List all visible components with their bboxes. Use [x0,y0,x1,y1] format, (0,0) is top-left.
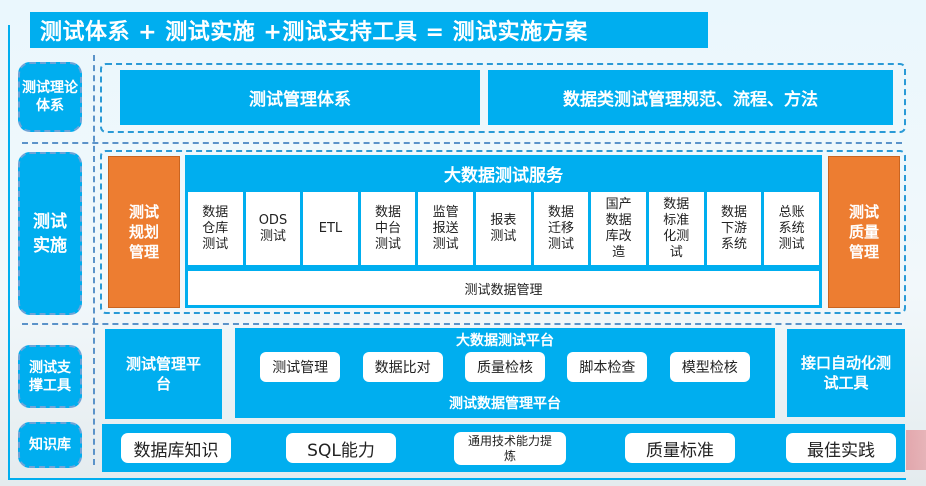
kb-sql: SQL能力 [286,433,396,463]
kb-general-tech: 通用技术能力提炼 [454,432,566,465]
knowledge-band: 数据库知识 SQL能力 通用技术能力提炼 质量标准 最佳实践 [102,424,905,472]
row-divider [22,323,902,325]
kb-database: 数据库知识 [121,433,231,463]
row-label-knowledge: 知识库 [18,422,82,468]
service-item: 国产数据库改造 [591,192,646,265]
tool-data-compare: 数据比对 [362,352,443,382]
row-label-tools: 测试支撑工具 [18,345,82,408]
data-test-standards: 数据类测试管理规范、流程、方法 [488,70,893,125]
test-management-system: 测试管理体系 [120,70,480,125]
service-item: ODS测试 [245,192,301,265]
service-item: 数据下游系统 [706,192,762,265]
service-title: 大数据测试服务 [444,166,563,186]
service-item: 数据迁移测试 [533,192,589,265]
test-quality-management: 测试质量管理 [828,156,900,308]
kb-best-practice: 最佳实践 [786,433,896,463]
service-item: 数据中台测试 [360,192,416,265]
row-label-theory: 测试理论体系 [18,62,82,132]
big-data-test-service: 大数据测试服务 数据仓库测试 ODS测试 ETL 数据中台测试 监管报送测试 报… [185,155,822,308]
outer-frame [8,25,906,480]
tool-model-check: 模型检核 [669,352,750,382]
page-title: 测试体系 + 测试实施 +测试支持工具 = 测试实施方案 [30,12,708,48]
tool-test-management: 测试管理 [260,352,341,382]
service-item: ETL [303,192,358,265]
service-item: 报表测试 [476,192,531,265]
kb-quality-standard: 质量标准 [625,433,735,463]
big-data-test-platform: 大数据测试平台 测试管理 数据比对 质量检核 脚本检查 模型检核 测试数据管理平… [235,328,775,418]
service-item: 数据仓库测试 [188,192,243,265]
service-item: 数据标准化测试 [648,192,704,265]
platform-footer: 测试数据管理平台 [449,396,561,412]
platform-title: 大数据测试平台 [456,333,554,349]
row-label-implementation: 测试实施 [18,152,82,315]
tool-script-check: 脚本检查 [567,352,648,382]
test-data-management: 测试数据管理 [188,271,819,305]
logo-fragment [906,430,926,470]
vertical-divider [93,55,95,465]
service-item: 总账系统测试 [764,192,819,265]
service-list: 数据仓库测试 ODS测试 ETL 数据中台测试 监管报送测试 报表测试 数据迁移… [185,192,822,265]
test-planning-management: 测试规划管理 [108,156,180,308]
row-divider [22,142,902,144]
implementation-group [100,150,906,314]
platform-tools: 测试管理 数据比对 质量检核 脚本检查 模型检核 [235,352,775,382]
theory-group [100,63,906,133]
test-management-platform: 测试管理平台 [105,329,222,419]
api-automation-tool: 接口自动化测试工具 [787,329,905,417]
tool-quality-check: 质量检核 [464,352,545,382]
service-item: 监管报送测试 [418,192,473,265]
